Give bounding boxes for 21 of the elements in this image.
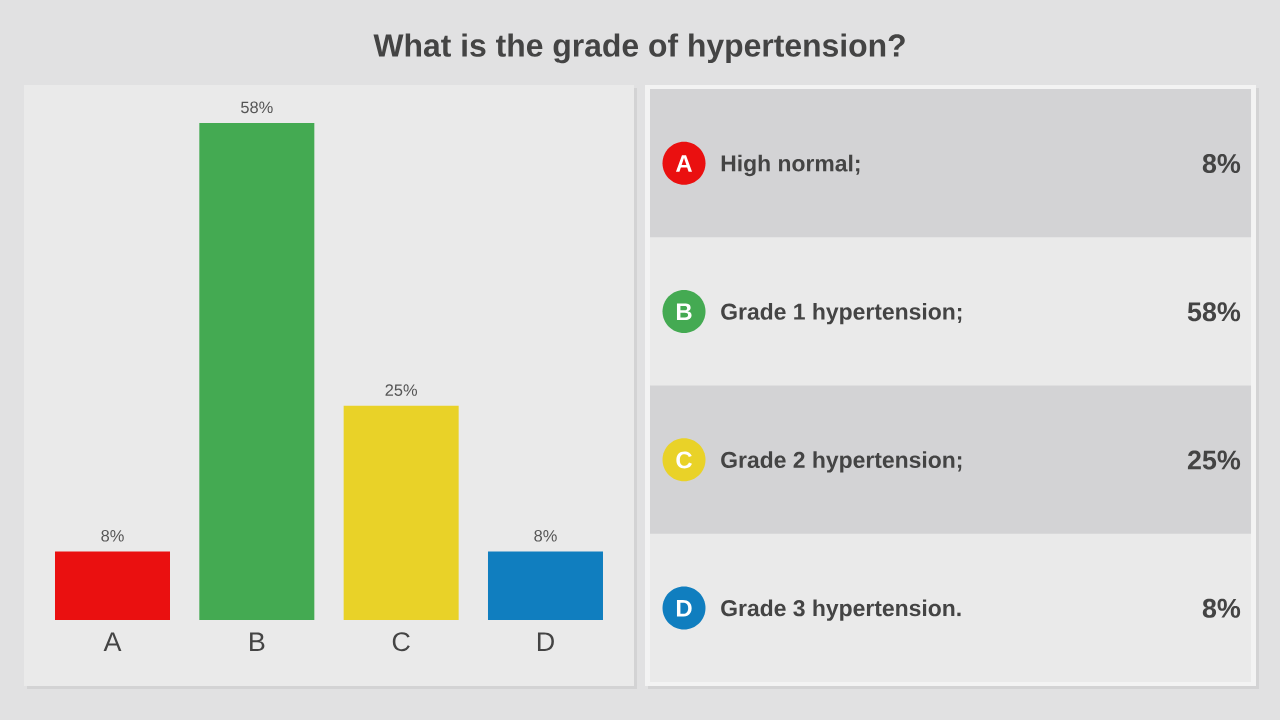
data-label: 58% bbox=[241, 101, 273, 114]
x-tick-label: A bbox=[103, 632, 122, 651]
x-tick-label: B bbox=[250, 632, 265, 651]
category-label: B bbox=[676, 303, 692, 320]
category-label: C bbox=[676, 451, 692, 469]
text: 8% bbox=[1202, 598, 1241, 618]
text: 25% bbox=[1187, 450, 1241, 470]
text: Grade 2 hypertension; bbox=[721, 451, 962, 473]
data-label: 8% bbox=[101, 529, 124, 542]
chart-title: What is the grade of hypertension? bbox=[373, 33, 905, 64]
text: 58% bbox=[1187, 302, 1241, 322]
data-label: 25% bbox=[385, 384, 418, 396]
x-tick-label: D bbox=[537, 632, 554, 651]
data-label: 8% bbox=[534, 529, 557, 542]
x-tick-label: C bbox=[392, 632, 410, 652]
text: 8% bbox=[1202, 154, 1241, 174]
category-label: D bbox=[676, 600, 692, 617]
text: Grade 3 hypertension. bbox=[721, 599, 961, 621]
text: Grade 1 hypertension; bbox=[721, 302, 962, 325]
text: High normal; bbox=[721, 154, 860, 177]
category-label: A bbox=[675, 155, 693, 172]
